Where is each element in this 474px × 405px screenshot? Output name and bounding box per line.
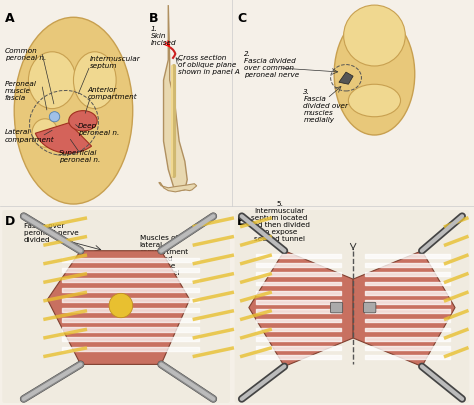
- Text: C: C: [237, 12, 246, 25]
- Text: Anterior
compartment: Anterior compartment: [88, 87, 137, 100]
- Text: 4.
Fascia over
peroneal nerve
divided: 4. Fascia over peroneal nerve divided: [24, 215, 79, 242]
- Text: E: E: [237, 215, 246, 228]
- Text: 3.
Fascia
divided over
muscles
medially: 3. Fascia divided over muscles medially: [303, 88, 348, 122]
- Text: 2.
Fascia divided
over common
peroneal nerve: 2. Fascia divided over common peroneal n…: [244, 51, 300, 78]
- Polygon shape: [339, 73, 353, 85]
- FancyBboxPatch shape: [235, 211, 469, 403]
- Text: Common
peroneal n.: Common peroneal n.: [5, 48, 46, 61]
- Polygon shape: [164, 6, 187, 191]
- Ellipse shape: [49, 113, 60, 122]
- Text: A: A: [5, 12, 14, 25]
- Text: D: D: [5, 215, 15, 228]
- Ellipse shape: [14, 18, 133, 205]
- Text: 1.
Skin
Incised: 1. Skin Incised: [151, 26, 176, 46]
- Text: Lateral
compartment: Lateral compartment: [5, 129, 55, 142]
- Ellipse shape: [28, 53, 76, 109]
- FancyBboxPatch shape: [364, 303, 376, 313]
- Ellipse shape: [109, 294, 133, 318]
- Polygon shape: [353, 251, 455, 367]
- Ellipse shape: [334, 14, 415, 136]
- Text: Deep
peroneal n.: Deep peroneal n.: [78, 123, 119, 136]
- FancyBboxPatch shape: [330, 303, 343, 313]
- Polygon shape: [47, 251, 190, 364]
- Ellipse shape: [73, 53, 116, 109]
- Text: 5.
Intermuscular
septum located
and then divided
to expose
second tunnel: 5. Intermuscular septum located and then…: [249, 200, 310, 241]
- FancyBboxPatch shape: [2, 211, 230, 403]
- Polygon shape: [159, 183, 197, 192]
- Text: Peroneal
muscle
fascia: Peroneal muscle fascia: [5, 81, 36, 101]
- Wedge shape: [36, 124, 91, 154]
- Text: Cross section
of oblique plane
shown in panel A: Cross section of oblique plane shown in …: [178, 55, 240, 75]
- Text: Superficial
peroneal n.: Superficial peroneal n.: [59, 149, 100, 162]
- Ellipse shape: [348, 85, 401, 117]
- Polygon shape: [249, 251, 353, 367]
- Text: Muscles of
lateral
compartment
retracted
to expose
first tunnel: Muscles of lateral compartment retracted…: [140, 235, 189, 275]
- Ellipse shape: [69, 111, 97, 132]
- Ellipse shape: [344, 6, 405, 67]
- Text: B: B: [149, 12, 159, 25]
- Ellipse shape: [32, 119, 58, 148]
- Text: Intermuscular
septum: Intermuscular septum: [90, 56, 141, 69]
